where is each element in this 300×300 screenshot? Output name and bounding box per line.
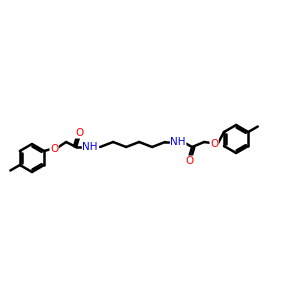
Text: O: O xyxy=(210,139,218,149)
Text: O: O xyxy=(185,156,193,166)
Text: NH: NH xyxy=(170,137,186,147)
Text: O: O xyxy=(50,144,58,154)
Text: NH: NH xyxy=(82,142,98,152)
Text: O: O xyxy=(75,128,83,138)
